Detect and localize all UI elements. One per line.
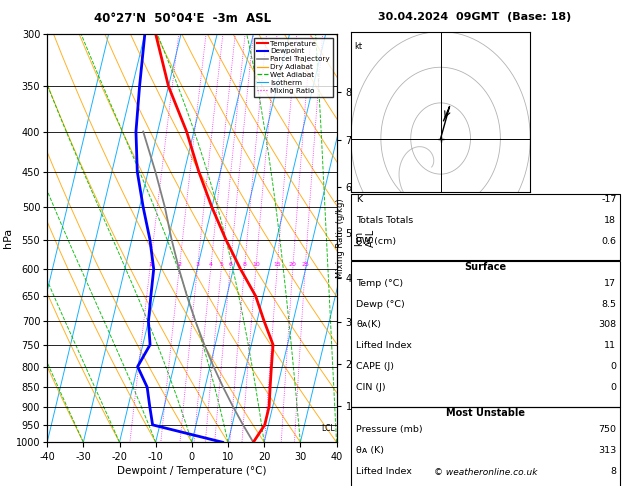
Text: Mixing Ratio (g/kg): Mixing Ratio (g/kg) — [337, 198, 345, 278]
Text: 4: 4 — [209, 262, 213, 267]
Y-axis label: hPa: hPa — [3, 228, 13, 248]
Text: 0: 0 — [610, 362, 616, 371]
Text: 3: 3 — [196, 262, 199, 267]
Text: Lifted Index: Lifted Index — [356, 341, 412, 350]
Text: CIN (J): CIN (J) — [356, 383, 386, 392]
Text: Surface: Surface — [464, 262, 506, 272]
Text: 10: 10 — [252, 262, 260, 267]
Text: 5: 5 — [220, 262, 223, 267]
Text: 8: 8 — [242, 262, 247, 267]
Text: 15: 15 — [273, 262, 281, 267]
Text: θᴀ(K): θᴀ(K) — [356, 320, 381, 330]
Text: Most Unstable: Most Unstable — [446, 408, 525, 418]
Legend: Temperature, Dewpoint, Parcel Trajectory, Dry Adiabat, Wet Adiabat, Isotherm, Mi: Temperature, Dewpoint, Parcel Trajectory… — [253, 37, 333, 97]
Text: 8.5: 8.5 — [601, 299, 616, 309]
Text: 40°27'N  50°04'E  -3m  ASL: 40°27'N 50°04'E -3m ASL — [94, 12, 271, 25]
Text: kt: kt — [354, 42, 362, 52]
Text: PW (cm): PW (cm) — [356, 237, 396, 246]
Text: © weatheronline.co.uk: © weatheronline.co.uk — [433, 468, 537, 477]
Text: 30.04.2024  09GMT  (Base: 18): 30.04.2024 09GMT (Base: 18) — [378, 12, 572, 22]
Text: 2: 2 — [177, 262, 181, 267]
Text: -17: -17 — [601, 195, 616, 204]
Text: θᴀ (K): θᴀ (K) — [356, 446, 384, 454]
Text: Temp (°C): Temp (°C) — [356, 278, 403, 288]
X-axis label: Dewpoint / Temperature (°C): Dewpoint / Temperature (°C) — [117, 466, 267, 476]
Text: CAPE (J): CAPE (J) — [356, 362, 394, 371]
Text: K: K — [356, 195, 362, 204]
Text: 750: 750 — [598, 425, 616, 434]
Text: 25: 25 — [301, 262, 309, 267]
Text: Lifted Index: Lifted Index — [356, 467, 412, 475]
Text: 11: 11 — [604, 341, 616, 350]
Text: 1: 1 — [148, 262, 152, 267]
Text: Dewp (°C): Dewp (°C) — [356, 299, 405, 309]
Text: 18: 18 — [604, 216, 616, 225]
Text: 17: 17 — [604, 278, 616, 288]
Text: 6: 6 — [228, 262, 232, 267]
Text: 8: 8 — [610, 467, 616, 475]
Text: 308: 308 — [598, 320, 616, 330]
Text: 0: 0 — [610, 383, 616, 392]
Text: 20: 20 — [289, 262, 297, 267]
Text: LCL: LCL — [321, 424, 335, 433]
Text: Totals Totals: Totals Totals — [356, 216, 413, 225]
Text: 0.6: 0.6 — [601, 237, 616, 246]
Y-axis label: km
ASL: km ASL — [355, 229, 376, 247]
Text: 313: 313 — [598, 446, 616, 454]
Text: Pressure (mb): Pressure (mb) — [356, 425, 423, 434]
